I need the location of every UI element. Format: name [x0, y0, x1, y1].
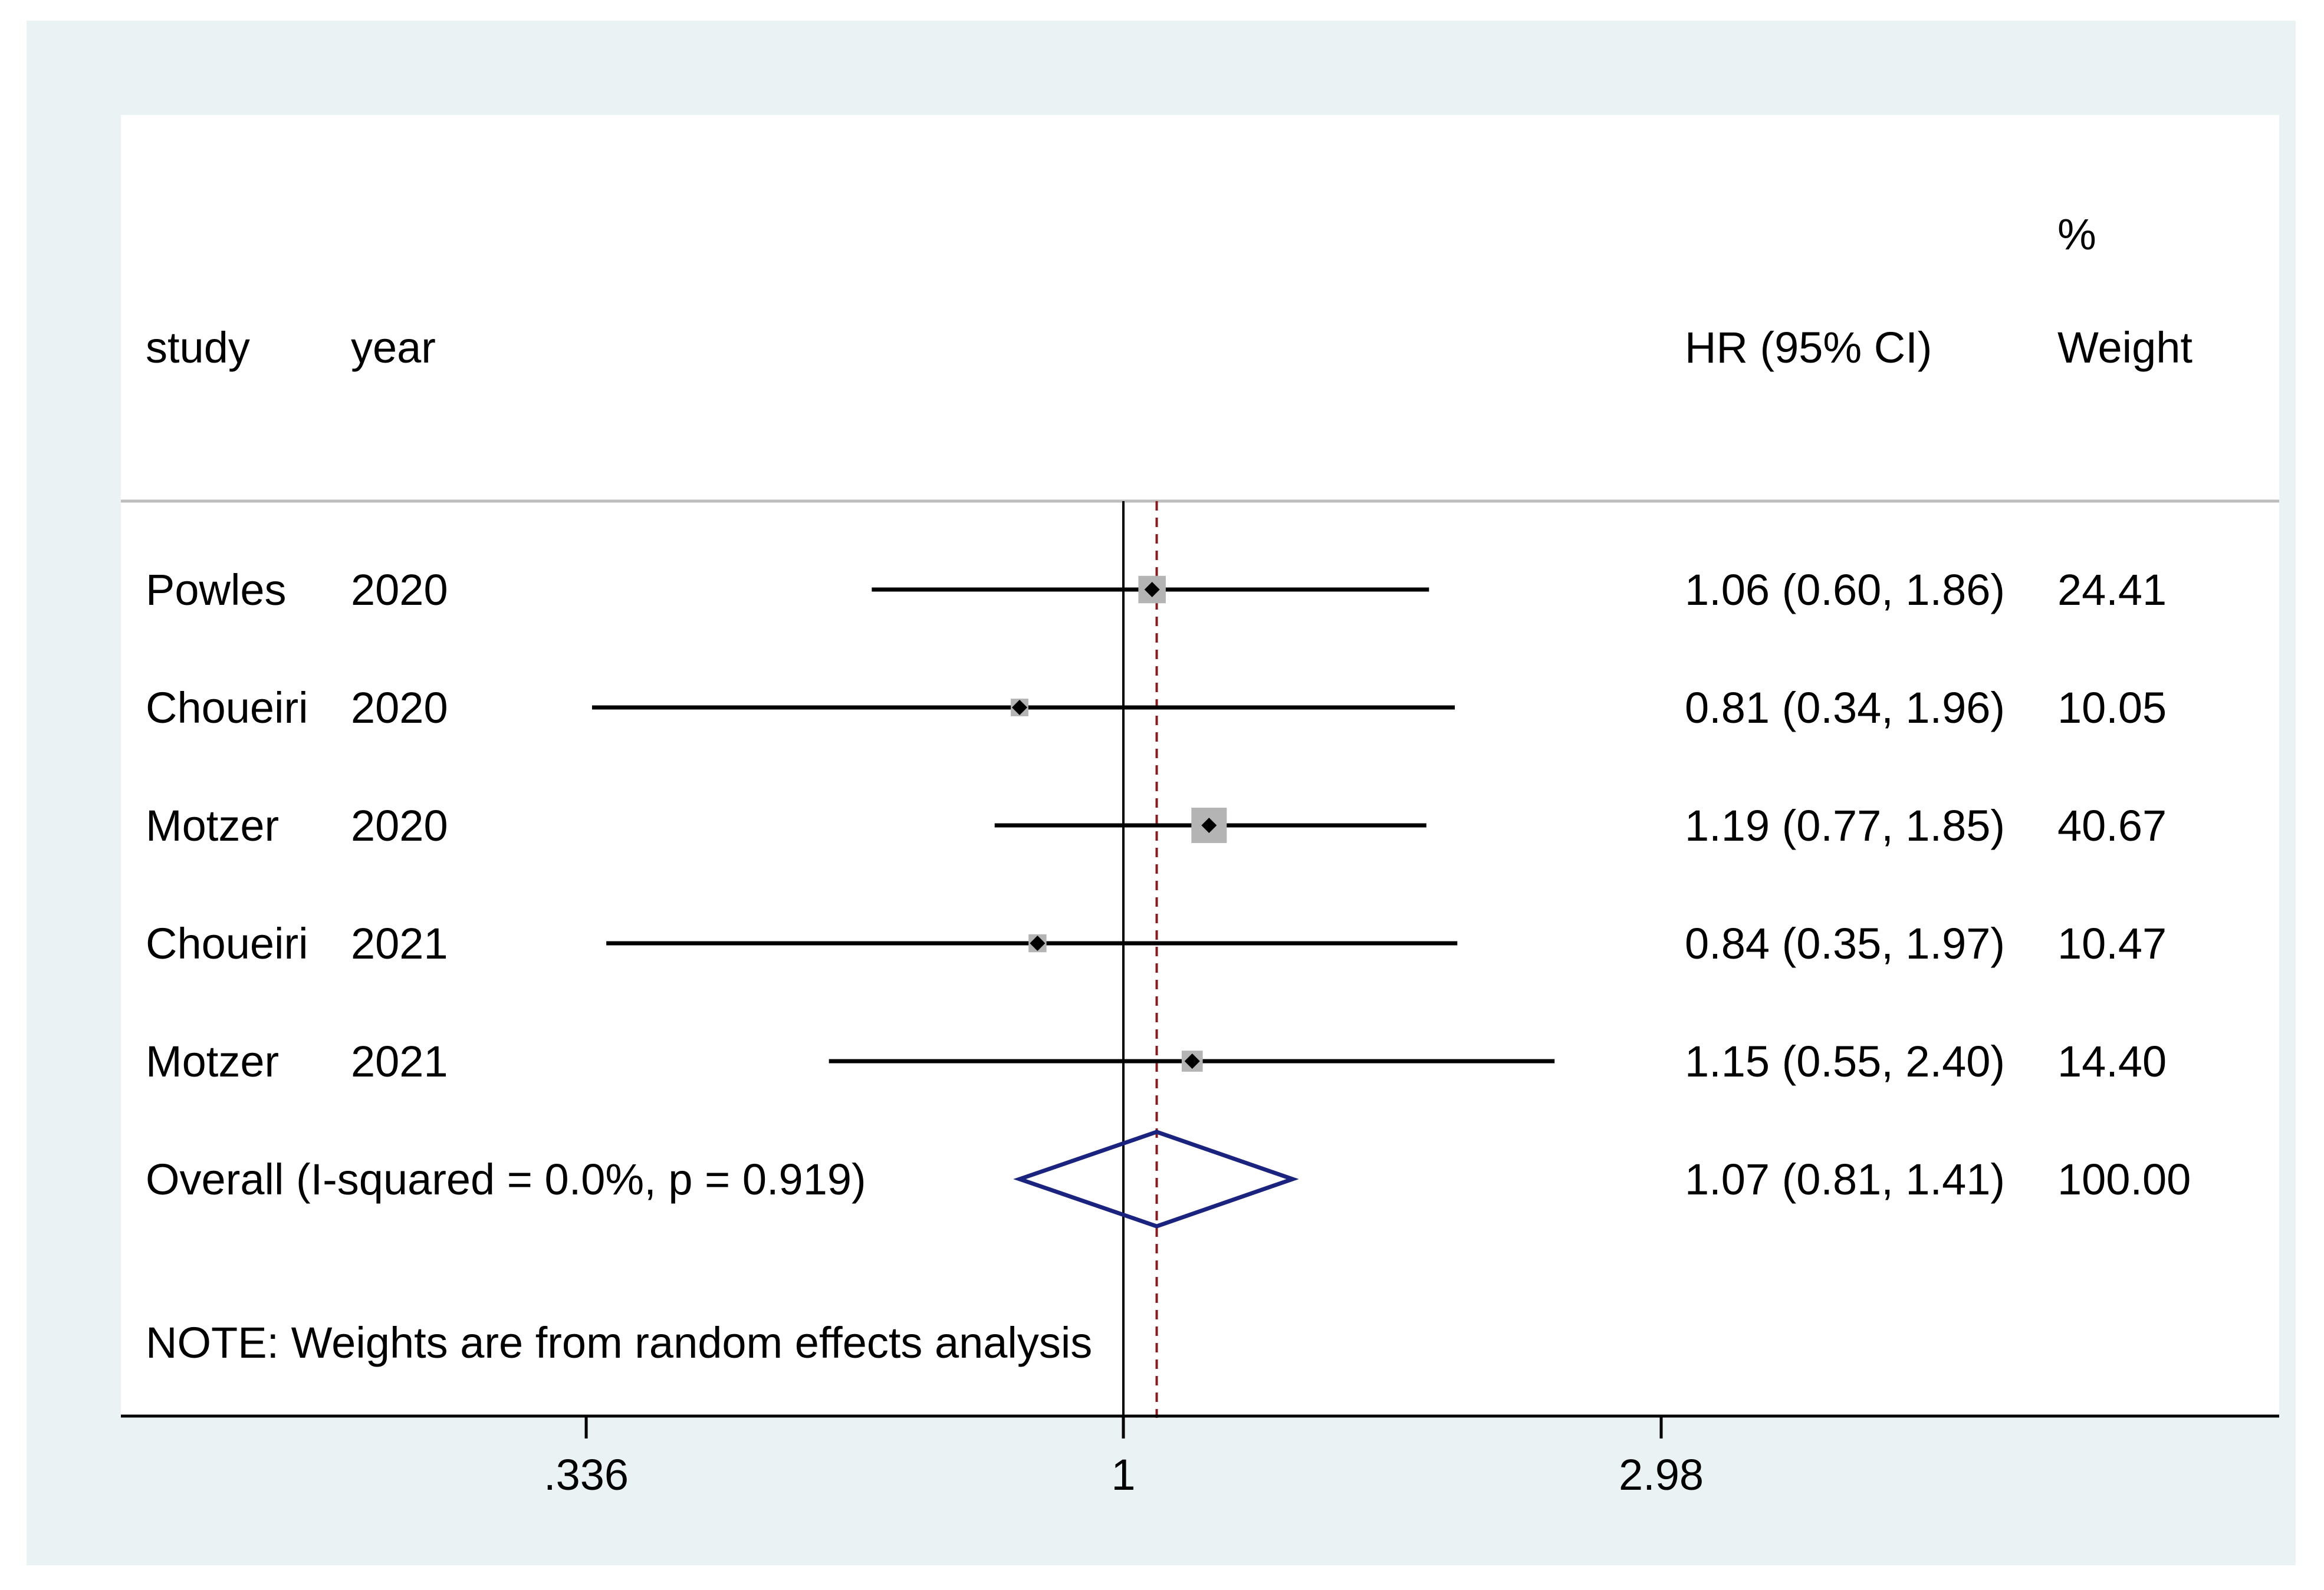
- study-year: 2021: [351, 919, 448, 968]
- study-year: 2020: [351, 683, 448, 732]
- point-estimate: [1201, 818, 1217, 833]
- figure-background: study year HR (95% CI)% Weight Powles 2020 1.0…: [27, 21, 2296, 1565]
- study-hr-ci: 1.06 (0.60, 1.86): [1685, 565, 2005, 614]
- forest-plot: study year HR (95% CI)% Weight Powles 2020 1.0…: [121, 210, 2279, 1418]
- study-year: 2021: [351, 1037, 448, 1086]
- overall-hr-ci: 1.07 (0.81, 1.41): [1685, 1155, 2005, 1204]
- point-estimate: [1184, 1054, 1200, 1069]
- overall-label: Overall (I-squared = 0.0%, p = 0.919): [146, 1155, 866, 1204]
- study-label: Motzer: [146, 1037, 279, 1086]
- study-label: Motzer: [146, 801, 279, 850]
- study-label: Choueiri: [146, 919, 308, 968]
- point-estimate: [1012, 700, 1028, 715]
- study-hr-ci: 1.15 (0.55, 2.40): [1685, 1037, 2005, 1086]
- study-weight: 40.67: [2057, 801, 2167, 850]
- study-weight: 14.40: [2057, 1037, 2167, 1086]
- point-estimate: [1030, 936, 1046, 951]
- study-weight: 24.41: [2057, 565, 2167, 614]
- header-hr-ci: HR (95% CI): [1685, 323, 1932, 372]
- study-weight: 10.47: [2057, 919, 2167, 968]
- header-year: year: [351, 323, 436, 372]
- weights-note: NOTE: Weights are from random effects an…: [146, 1318, 1092, 1367]
- study-label: Choueiri: [146, 683, 308, 732]
- header-weight: Weight: [2057, 323, 2192, 372]
- header-study: study: [146, 323, 250, 372]
- study-label: Powles: [146, 565, 287, 614]
- overall-weight: 100.00: [2057, 1155, 2191, 1204]
- study-hr-ci: 0.84 (0.35, 1.97): [1685, 919, 2005, 968]
- plot-panel: study year HR (95% CI)% Weight Powles 2020 1.0…: [121, 115, 2279, 1418]
- point-estimate: [1144, 582, 1160, 597]
- overall-diamond: [1013, 1130, 1299, 1229]
- study-hr-ci: 1.19 (0.77, 1.85): [1685, 801, 2005, 850]
- study-weight: 10.05: [2057, 683, 2167, 732]
- header-weight-percent: %: [2057, 210, 2096, 259]
- study-hr-ci: 0.81 (0.34, 1.96): [1685, 683, 2005, 732]
- study-year: 2020: [351, 801, 448, 850]
- study-year: 2020: [351, 565, 448, 614]
